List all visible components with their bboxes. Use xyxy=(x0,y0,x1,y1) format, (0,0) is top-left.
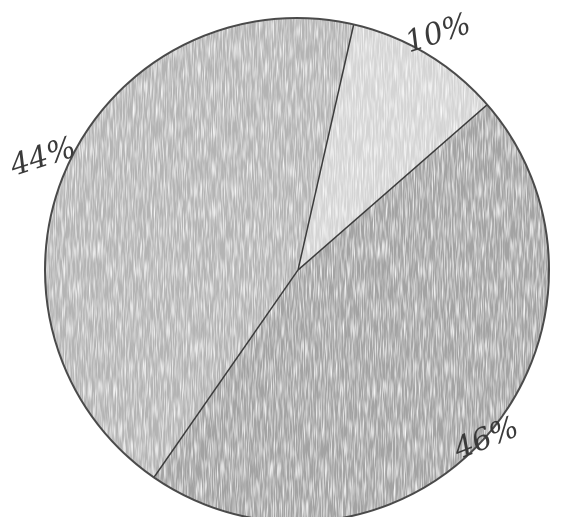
divider-line xyxy=(297,24,355,271)
pie-outline xyxy=(44,17,550,517)
pie-divider-lines xyxy=(153,24,488,478)
slice-label: 10% xyxy=(401,6,475,60)
pie-slices xyxy=(45,18,549,517)
pie-slice-44-percent xyxy=(45,18,354,478)
pie-slice-46-percent xyxy=(153,104,549,517)
divider-line xyxy=(153,269,299,478)
divider-line xyxy=(297,104,488,271)
pie-slice-10-percent xyxy=(298,24,488,271)
